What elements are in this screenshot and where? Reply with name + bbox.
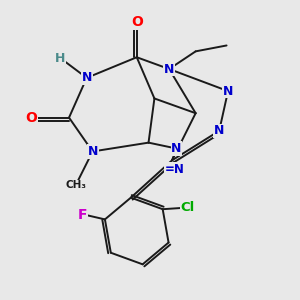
Text: N: N xyxy=(164,62,174,76)
Text: Cl: Cl xyxy=(181,201,195,214)
Text: F: F xyxy=(78,208,88,222)
Text: N: N xyxy=(171,142,182,155)
Text: O: O xyxy=(25,111,37,124)
Text: =N: =N xyxy=(165,163,185,176)
Text: N: N xyxy=(82,71,92,84)
Text: CH₃: CH₃ xyxy=(66,180,87,190)
Text: N: N xyxy=(214,124,224,137)
Text: N: N xyxy=(87,145,98,158)
Text: H: H xyxy=(55,52,65,65)
Text: N: N xyxy=(223,85,233,98)
Text: O: O xyxy=(131,15,143,29)
